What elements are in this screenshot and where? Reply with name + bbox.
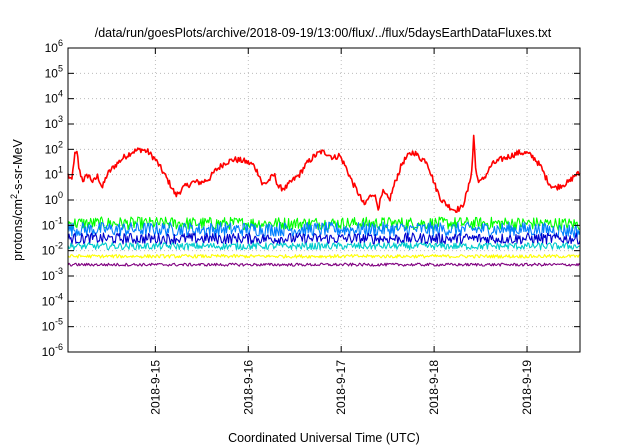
x-tick-label: 2018-9-17 xyxy=(334,360,348,415)
series-line-4 xyxy=(67,242,581,251)
x-tick-label: 2018-9-15 xyxy=(148,360,162,415)
y-tick-label: 100 xyxy=(45,190,63,207)
chart-title: /data/run/goesPlots/archive/2018-09-19/1… xyxy=(95,26,552,40)
y-tick-label: 104 xyxy=(45,89,63,106)
x-tick-label: 2018-9-18 xyxy=(427,360,441,415)
series-line-5 xyxy=(67,253,581,259)
plot-area xyxy=(67,134,581,267)
y-tick-label: 106 xyxy=(45,38,63,55)
y-tick-label: 10-2 xyxy=(42,241,63,258)
y-tick-label: 10-1 xyxy=(42,215,63,232)
y-tick-label: 102 xyxy=(45,139,63,156)
series-line-0 xyxy=(67,134,581,213)
y-tick-label: 10-4 xyxy=(42,291,63,308)
x-tick-label: 2018-9-16 xyxy=(241,360,255,415)
y-axis: 10-6 10-5 10-4 10-3 10-2 10-1 100 101 102 103 104 1… xyxy=(42,38,580,359)
y-tick-label: 103 xyxy=(45,114,63,131)
y-axis-label: protons/cm2-s-sr-MeV xyxy=(9,138,25,260)
x-axis: 2018-9-15 2018-9-16 2018-9-17 2018-9-18 2018… xyxy=(148,48,534,415)
x-tick-label: 2018-9-19 xyxy=(520,360,534,415)
series-line-2 xyxy=(67,221,581,238)
series-line-6 xyxy=(67,262,581,267)
y-tick-label: 105 xyxy=(45,63,63,80)
x-axis-label: Coordinated Universal Time (UTC) xyxy=(228,431,420,445)
y-tick-label: 10-3 xyxy=(42,266,63,283)
series-line-3 xyxy=(67,232,581,245)
y-tick-label: 10-5 xyxy=(42,317,63,334)
y-tick-label: 10-6 xyxy=(42,342,63,359)
y-tick-label: 101 xyxy=(45,165,63,182)
